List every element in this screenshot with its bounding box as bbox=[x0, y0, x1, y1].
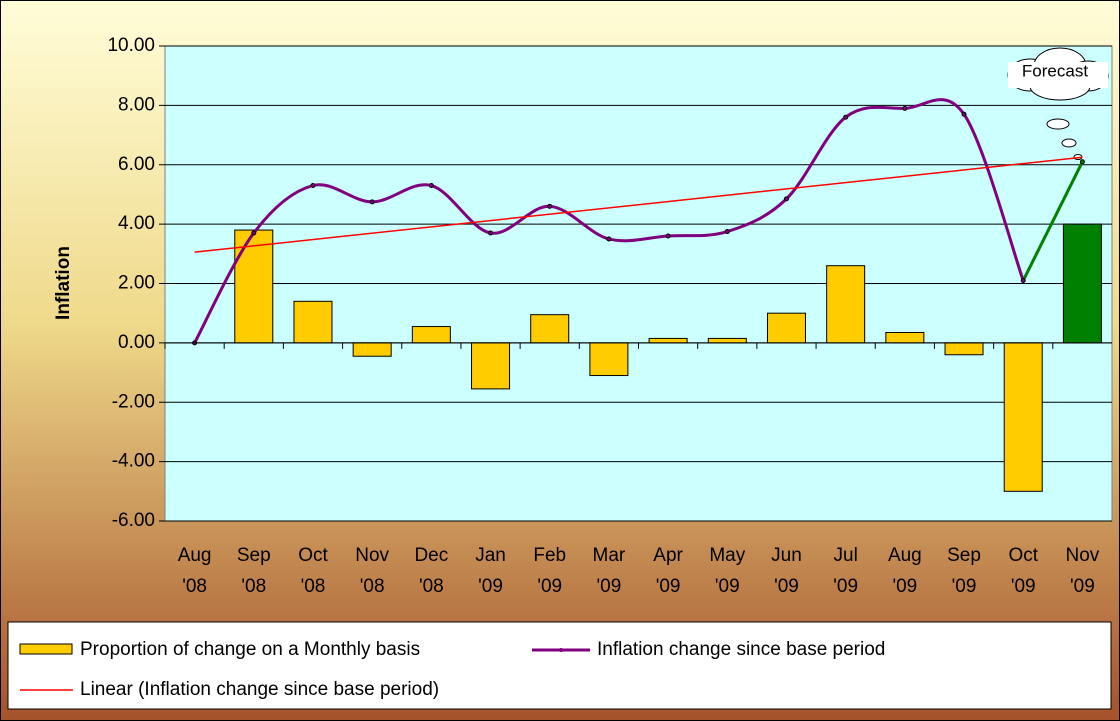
y-tick-label: 10.00 bbox=[107, 35, 155, 56]
y-tick-label: -2.00 bbox=[112, 391, 155, 412]
x-tick-label: Apr '09 bbox=[643, 540, 693, 602]
y-tick-label: 6.00 bbox=[118, 154, 155, 175]
forecast-label: Forecast bbox=[1022, 61, 1088, 80]
line-marker bbox=[725, 230, 729, 234]
legend-label: Linear (Inflation change since base peri… bbox=[80, 679, 439, 700]
y-tick-label: 8.00 bbox=[118, 94, 155, 115]
x-tick-label: Jun '09 bbox=[761, 540, 811, 602]
line-marker bbox=[429, 184, 433, 188]
bar bbox=[412, 327, 450, 343]
bar bbox=[649, 338, 687, 342]
y-tick-label: -4.00 bbox=[112, 451, 155, 472]
bar bbox=[353, 343, 391, 356]
line-marker bbox=[962, 112, 966, 116]
y-tick-label: 0.00 bbox=[118, 332, 155, 353]
y-tick-label: 4.00 bbox=[118, 213, 155, 234]
bar bbox=[1004, 343, 1042, 491]
x-tick-label: Oct '08 bbox=[288, 540, 338, 602]
bar bbox=[590, 343, 628, 376]
x-tick-label: Nov '08 bbox=[347, 540, 397, 602]
legend-label: Proportion of change on a Monthly basis bbox=[80, 639, 420, 660]
line-marker bbox=[252, 231, 256, 235]
bar bbox=[531, 315, 569, 343]
line-marker bbox=[370, 200, 374, 204]
x-tick-label: Jul '09 bbox=[821, 540, 871, 602]
bar bbox=[945, 343, 983, 355]
line-marker bbox=[1080, 160, 1084, 164]
x-tick-label: Sep '08 bbox=[229, 540, 279, 602]
x-tick-label: Nov '09 bbox=[1057, 540, 1107, 602]
x-tick-label: Dec '08 bbox=[406, 540, 456, 602]
x-tick-label: Mar '09 bbox=[584, 540, 634, 602]
y-tick-label: 2.00 bbox=[118, 273, 155, 294]
bar bbox=[827, 266, 865, 343]
bar bbox=[886, 332, 924, 342]
x-tick-label: Jan '09 bbox=[466, 540, 516, 602]
line-marker bbox=[903, 106, 907, 110]
line-marker bbox=[607, 237, 611, 241]
legend-swatch bbox=[559, 648, 563, 652]
bar bbox=[708, 338, 746, 342]
bar bbox=[1063, 224, 1101, 343]
y-tick-label: -6.00 bbox=[112, 510, 155, 531]
legend-swatch bbox=[20, 644, 72, 654]
chart: Inflation Forecast -6.00 -4.00 -2.00 0.00 2.… bbox=[0, 0, 1120, 721]
bar bbox=[767, 313, 805, 343]
line-marker bbox=[666, 234, 670, 238]
x-tick-label: Aug '08 bbox=[170, 540, 220, 602]
y-axis-label: Inflation bbox=[53, 246, 74, 320]
x-tick-label: Aug '09 bbox=[880, 540, 930, 602]
line-marker bbox=[1021, 279, 1025, 283]
line-marker bbox=[548, 204, 552, 208]
bar bbox=[294, 301, 332, 343]
chart-svg: Inflation Forecast -6.00 -4.00 -2.00 0.00 2.… bbox=[0, 0, 1120, 721]
x-tick-label: May '09 bbox=[702, 540, 752, 602]
line-marker bbox=[844, 115, 848, 119]
bar bbox=[472, 343, 510, 389]
line-marker bbox=[311, 184, 315, 188]
legend-label: Inflation change since base period bbox=[597, 639, 885, 660]
line-marker bbox=[784, 197, 788, 201]
x-tick-label: Oct '09 bbox=[998, 540, 1048, 602]
x-tick-label: Feb '09 bbox=[525, 540, 575, 602]
x-tick-label: Sep '09 bbox=[939, 540, 989, 602]
line-marker bbox=[489, 231, 493, 235]
